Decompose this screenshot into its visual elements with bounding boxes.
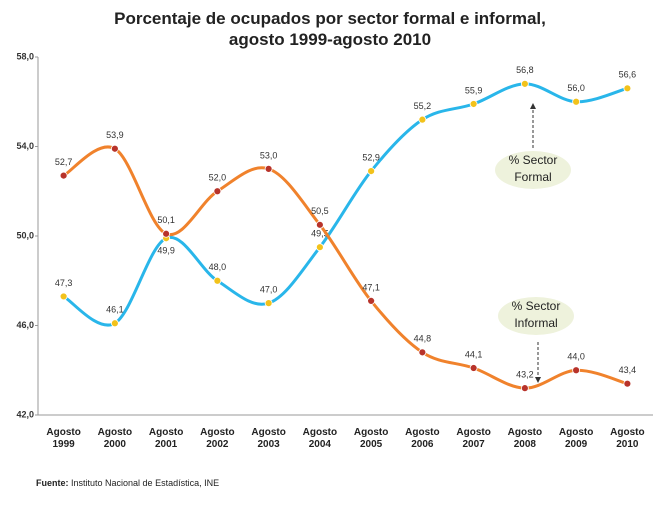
marker — [520, 79, 529, 88]
data-label: 47,0 — [260, 285, 278, 295]
marker — [367, 167, 376, 176]
source: Fuente: Instituto Nacional de Estadístic… — [36, 478, 219, 488]
data-label: 44,0 — [567, 352, 585, 362]
marker — [623, 379, 632, 388]
data-label: 48,0 — [209, 262, 227, 272]
x-tick-label: Agosto 2005 — [353, 427, 389, 450]
marker — [418, 348, 427, 357]
data-label: 46,1 — [106, 305, 124, 315]
data-label: 52,9 — [362, 152, 380, 162]
data-label: 44,1 — [465, 349, 483, 359]
marker — [520, 384, 529, 393]
data-label: 56,0 — [567, 83, 585, 93]
data-label: 47,3 — [55, 278, 73, 288]
annotation: % Sector Informal — [511, 299, 561, 330]
data-label: 52,7 — [55, 157, 73, 167]
x-tick-label: Agosto 2008 — [507, 427, 543, 450]
marker — [469, 364, 478, 372]
marker — [59, 292, 68, 301]
marker — [264, 164, 273, 173]
marker — [264, 299, 273, 308]
data-label: 56,8 — [516, 65, 534, 75]
y-tick-label: 46,0 — [16, 320, 34, 330]
y-tick-label: 54,0 — [16, 141, 34, 151]
data-label: 50,1 — [157, 215, 175, 225]
annotation-bubble — [498, 297, 574, 335]
chart-title: Porcentaje de ocupados por sector formal… — [114, 9, 546, 49]
data-label: 49,5 — [311, 229, 329, 239]
marker — [469, 100, 478, 108]
annotation-bubble — [495, 151, 571, 189]
source-text: Instituto Nacional de Estadística, INE — [71, 478, 220, 488]
x-tick-label: Agosto 2000 — [97, 427, 133, 450]
data-label: 43,4 — [619, 365, 637, 375]
data-label: 53,9 — [106, 130, 124, 140]
data-label: 56,6 — [619, 70, 637, 80]
marker — [213, 187, 222, 196]
marker — [162, 229, 171, 238]
marker — [315, 220, 324, 229]
data-label: 47,1 — [362, 282, 380, 292]
marker — [59, 171, 68, 180]
marker — [213, 276, 222, 285]
data-label: 44,8 — [414, 334, 432, 344]
marker — [572, 97, 581, 106]
data-label: 43,2 — [516, 370, 534, 380]
x-tick-label: Agosto 2004 — [302, 427, 338, 450]
marker — [572, 366, 581, 375]
x-tick-label: Agosto 2002 — [200, 427, 235, 450]
y-tick-label: 50,0 — [16, 230, 34, 240]
data-label: 52,0 — [209, 173, 227, 183]
marker — [623, 84, 632, 93]
marker — [367, 296, 376, 305]
y-tick-label: 42,0 — [16, 409, 34, 419]
x-tick-label: Agosto 2007 — [456, 427, 491, 450]
marker — [418, 115, 427, 124]
x-tick-label: Agosto 2010 — [610, 427, 645, 450]
data-label: 50,5 — [311, 206, 329, 216]
x-tick-label: Agosto 1999 — [46, 427, 81, 450]
source-label: Fuente: — [36, 478, 69, 488]
data-label: 55,2 — [414, 101, 432, 111]
annotation: % Sector Formal — [508, 153, 558, 184]
marker — [315, 243, 324, 252]
data-label: 55,9 — [465, 85, 483, 95]
line — [62, 82, 628, 327]
x-tick-label: Agosto 2001 — [148, 427, 184, 450]
x-tick-label: Agosto 2006 — [405, 427, 440, 450]
data-label: 53,0 — [260, 150, 278, 160]
marker — [110, 144, 119, 153]
y-tick-label: 58,0 — [16, 51, 34, 61]
x-tick-label: Agosto 2009 — [558, 427, 594, 450]
marker — [110, 319, 119, 328]
x-tick-label: Agosto 2003 — [251, 427, 286, 450]
data-label: 49,9 — [157, 246, 175, 256]
